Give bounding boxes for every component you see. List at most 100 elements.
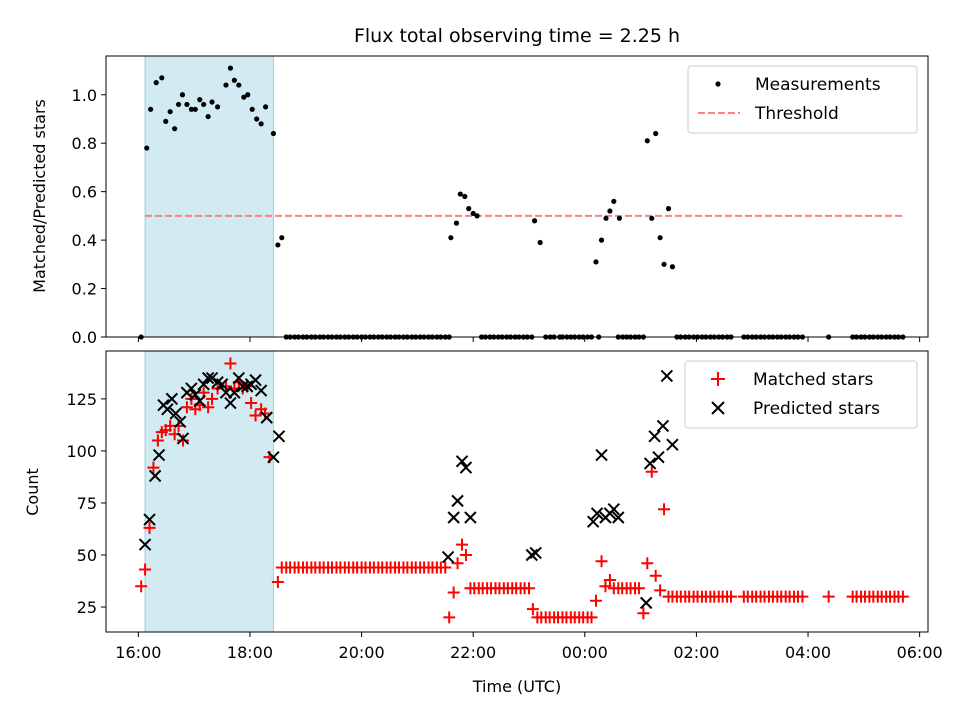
predicted-point (464, 511, 477, 524)
measurement-point (184, 101, 190, 108)
measurement-point (249, 106, 255, 112)
predicted-point (161, 403, 174, 416)
bottom-y-axis-label: Count (23, 468, 42, 516)
predicted-point (205, 371, 219, 385)
bottom-panel: 25 50 75 100 125 16:00 18:00 20:00 22:00 00:00 02… (23, 350, 943, 696)
predicted-point (459, 461, 473, 474)
measurement-point (197, 97, 203, 103)
measurement-point (448, 235, 454, 241)
predicted-point (185, 382, 198, 395)
measurement-point (665, 206, 672, 212)
predicted-point (455, 455, 469, 468)
measurement-point (188, 106, 194, 112)
bottom-predicted-layer (138, 369, 679, 610)
measurement-point (148, 106, 154, 112)
matched-point (180, 401, 193, 414)
measurement-point (644, 138, 650, 144)
bottom-matched-layer (135, 357, 909, 624)
matched-point (658, 503, 671, 516)
predicted-point (176, 432, 190, 445)
predicted-point (666, 438, 679, 451)
measurement-point (153, 80, 159, 86)
predicted-point (138, 538, 152, 551)
measurement-point (616, 215, 623, 221)
predicted-point (215, 378, 229, 391)
measurement-point (236, 82, 242, 88)
matched-point (249, 409, 262, 422)
bottom-y-ticks: 25 50 75 100 125 (66, 390, 106, 617)
bottom-plot-frame (105, 350, 929, 633)
predicted-point (648, 430, 661, 443)
measurement-point (201, 101, 207, 108)
matched-point (259, 407, 272, 420)
measurement-point (649, 215, 655, 221)
predicted-point (612, 511, 625, 524)
predicted-point (193, 394, 206, 408)
top-y-ticks: 0.0 0.2 0.4 0.6 0.8 1.0 (72, 86, 106, 347)
measurement-point (457, 191, 463, 197)
legend-matched-marker (711, 372, 725, 386)
measurement-point (466, 206, 472, 212)
matched-point (589, 594, 602, 607)
matched-point (637, 607, 650, 620)
predicted-point (441, 550, 455, 564)
measurement-point (598, 237, 605, 243)
predicted-point (148, 469, 162, 483)
matched-point (459, 548, 472, 561)
measurement-point (179, 92, 186, 98)
predicted-point (652, 450, 665, 464)
predicted-point (224, 396, 237, 410)
measurement-point (607, 208, 613, 214)
matched-point (456, 538, 469, 551)
x-tick-label: 00:00 (562, 643, 608, 662)
measurement-point (144, 145, 150, 151)
measurement-point (231, 77, 237, 83)
predicted-point (607, 502, 621, 516)
top-plot-frame (105, 55, 929, 338)
y-tick-label: 0.8 (72, 134, 97, 153)
matched-point (725, 590, 738, 603)
predicted-point (165, 392, 179, 406)
bottom-legend: Matched stars Predicted stars (684, 360, 918, 429)
matched-point (641, 557, 654, 570)
predicted-point (643, 457, 657, 470)
predicted-point (197, 378, 210, 391)
measurement-point (657, 235, 663, 241)
measurement-point (611, 198, 617, 204)
matched-point (526, 603, 539, 616)
measurement-point (593, 259, 599, 265)
y-tick-label: 25 (77, 598, 97, 617)
measurement-point (474, 213, 480, 219)
matched-point (172, 419, 185, 432)
measurement-point (175, 101, 182, 108)
bottom-legend-box (684, 360, 918, 429)
matched-point (147, 461, 160, 474)
y-tick-label: 0.0 (72, 328, 97, 347)
measurement-point (537, 239, 543, 246)
matched-point (224, 357, 237, 370)
legend-predicted-marker (711, 401, 725, 415)
predicted-point (529, 546, 542, 560)
x-tick-label: 16:00 (115, 643, 161, 662)
matched-point (796, 590, 809, 603)
matched-point (585, 611, 598, 624)
x-tick-label: 02:00 (673, 643, 719, 662)
measurement-point (215, 104, 221, 110)
top-highlight-layer (144, 55, 274, 338)
matched-point (439, 561, 452, 574)
measurement-point (227, 65, 234, 71)
measurement-point (453, 220, 460, 226)
matched-point (443, 611, 456, 624)
predicted-point (660, 369, 674, 383)
x-tick-label: 04:00 (785, 643, 831, 662)
measurement-point (531, 218, 538, 224)
y-tick-label: 0.2 (72, 280, 97, 299)
measurement-point (209, 99, 215, 105)
predicted-point (451, 494, 464, 508)
matched-point (645, 465, 658, 478)
matched-point (139, 563, 152, 576)
matched-point (206, 392, 219, 405)
measurement-point (172, 126, 178, 132)
measurement-point (258, 121, 264, 127)
